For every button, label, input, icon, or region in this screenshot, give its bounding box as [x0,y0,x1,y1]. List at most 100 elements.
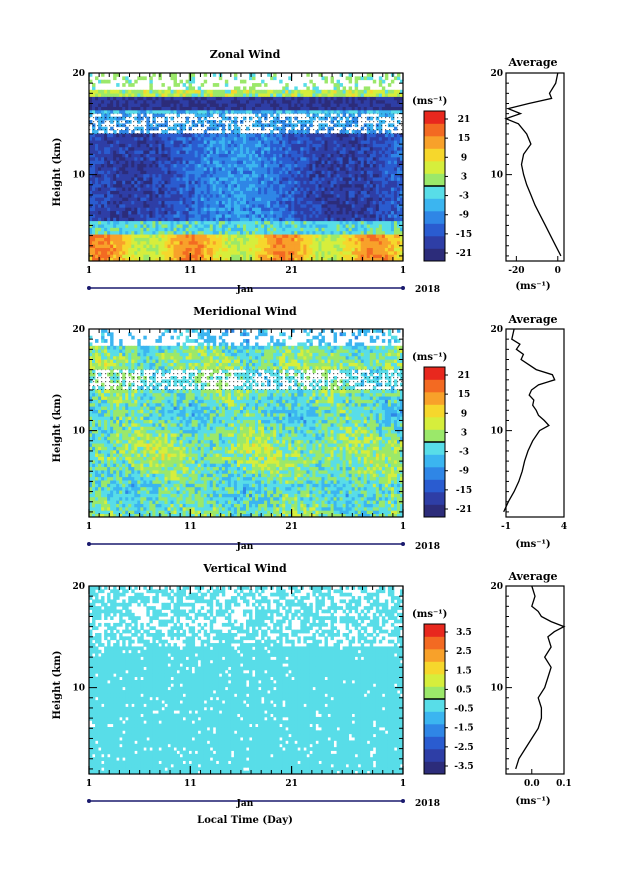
heatmap-cell [197,234,202,238]
heatmap-cell [161,106,165,111]
heatmap-cell [143,244,147,248]
heatmap-cell [369,150,374,154]
heatmap-cell [285,96,289,101]
heatmap-cell [236,207,241,212]
heatmap-cell [230,163,235,168]
heatmap-cell [276,103,280,107]
heatmap-cell [197,250,202,255]
heatmap-cell [255,254,259,259]
heatmap-cell [155,240,159,245]
heatmap-cell [128,207,132,212]
heatmap-cell [113,224,117,228]
heatmap-cell [239,156,244,161]
heatmap-cell [366,150,371,154]
heatmap-cell [267,207,271,212]
heatmap-cell [288,106,292,111]
heatmap-cell [221,96,226,101]
heatmap-cell [167,214,171,218]
heatmap-cell [261,103,265,107]
heatmap-cell [273,99,277,104]
heatmap-cell [312,160,316,165]
heatmap-cell [239,93,244,97]
heatmap-cell [224,203,229,208]
heatmap-cell [333,93,337,97]
heatmap-cell [206,250,211,255]
heatmap-cell [224,187,229,191]
heatmap-cell [140,187,144,191]
heatmap-cell [155,203,159,208]
heatmap-cell [242,187,247,191]
heatmap-cell [146,153,150,158]
heatmap-cell [101,140,105,144]
heatmap-cell [381,183,386,188]
heatmap-cell [309,230,313,235]
heatmap-cell [122,214,126,218]
heatmap-cell [390,247,395,252]
heatmap-cell [92,214,96,218]
heatmap-cell [267,177,271,181]
heatmap-cell [113,163,117,168]
heatmap-cell [351,250,356,255]
heatmap-cell [98,217,102,222]
heatmap-cell [200,237,205,242]
heatmap-cell [95,150,99,154]
heatmap-cell [224,83,229,87]
heatmap-cell [276,193,280,198]
heatmap-cell [285,109,289,114]
heatmap-cell [143,180,147,185]
heatmap-cell [336,247,340,252]
heatmap-cell [224,190,229,195]
heatmap-cell [387,133,392,138]
heatmap-cell [354,214,359,218]
heatmap-cell [209,89,214,94]
heatmap-cell [233,210,238,215]
heatmap-cell [378,234,383,238]
heatmap-cell [98,257,102,262]
heatmap-cell [101,220,105,225]
heatmap-cell [113,183,117,188]
heatmap-cell [233,247,238,252]
heatmap-cell [221,234,226,238]
heatmap-cell [149,133,153,138]
heatmap-cell [264,89,268,94]
heatmap-cell [140,237,144,242]
heatmap-cell [107,214,111,218]
heatmap-cell [276,143,280,148]
heatmap-cell [291,197,295,201]
heatmap-cell [249,210,253,215]
heatmap-cell [200,136,205,141]
heatmap-cell [101,89,105,94]
heatmap-cell [191,237,196,242]
heatmap-cell [348,177,353,181]
heatmap-cell [333,217,337,222]
heatmap-cell [372,150,377,154]
heatmap-cell [155,146,159,151]
heatmap-cell [381,210,386,215]
heatmap-cell [158,200,162,205]
heatmap-cell [381,244,386,248]
heatmap-cell [297,214,301,218]
heatmap-cell [221,173,226,178]
heatmap-cell [134,217,138,222]
heatmap-cell [107,167,111,171]
heatmap-cell [381,109,386,114]
heatmap-cell [249,187,253,191]
heatmap-cell [215,227,220,232]
heatmap-cell [176,143,180,148]
heatmap-cell [363,214,368,218]
heatmap-cell [119,224,123,228]
heatmap-cell [191,197,196,201]
heatmap-cell [167,237,171,242]
heatmap-cell [149,99,153,104]
heatmap-cell [312,187,316,191]
heatmap-cell [221,109,226,114]
heatmap-cell [203,79,208,84]
heatmap-cell [131,177,135,181]
heatmap-cell [170,96,174,101]
heatmap-cell [327,173,331,178]
heatmap-cell [327,193,331,198]
heatmap-cell [242,173,247,178]
heatmap-cell [128,89,132,94]
heatmap-cell [291,210,295,215]
heatmap-cell [297,240,301,245]
